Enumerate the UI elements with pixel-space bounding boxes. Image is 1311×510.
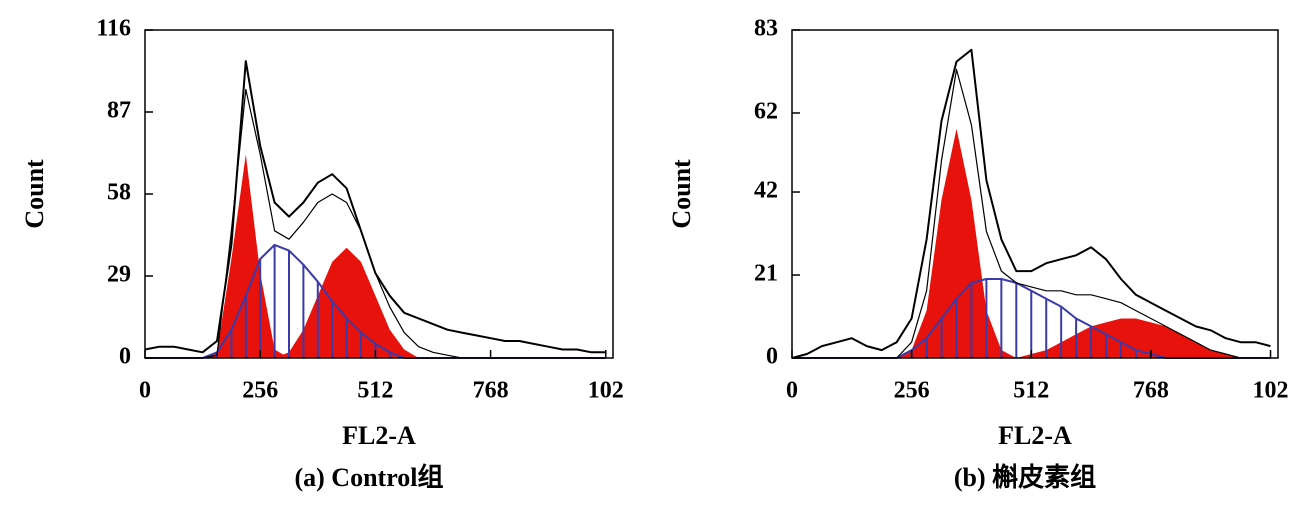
x-tick-label: 256 (894, 378, 930, 404)
y-tick-label: 58 (107, 180, 131, 206)
x-axis-label: FL2-A (998, 421, 1072, 450)
x-tick-label: 768 (1133, 378, 1169, 404)
y-tick-label: 0 (119, 344, 131, 370)
y-tick-label: 42 (754, 178, 778, 204)
y-axis-label: Count (667, 159, 696, 229)
curve (791, 48, 1271, 359)
y-tick-label: 87 (107, 98, 131, 124)
x-tick-label: 512 (1013, 378, 1049, 404)
y-tick-label: 0 (766, 344, 778, 370)
x-tick-label: 0 (139, 378, 151, 404)
y-tick-label: 116 (96, 16, 131, 42)
x-tick-label: 512 (357, 378, 393, 404)
y-tick-label: 21 (754, 261, 778, 287)
x-tick-label: 256 (242, 378, 278, 404)
x-axis-label: FL2-A (342, 421, 416, 450)
x-tick-label: 0 (786, 378, 798, 404)
x-tick-label: 102 (1253, 378, 1289, 404)
area (145, 247, 606, 358)
y-tick-label: 83 (754, 16, 778, 42)
y-axis-label: Count (20, 159, 49, 229)
plot-frame (791, 29, 1279, 359)
x-tick-label: 768 (473, 378, 509, 404)
curve (144, 60, 606, 354)
y-tick-label: 62 (754, 98, 778, 124)
y-tick-label: 29 (107, 262, 131, 288)
area (792, 318, 1271, 358)
x-tick-label: 102 (588, 378, 624, 404)
caption: (b) 槲皮素组 (954, 462, 1096, 492)
caption: (a) Control组 (294, 462, 443, 492)
